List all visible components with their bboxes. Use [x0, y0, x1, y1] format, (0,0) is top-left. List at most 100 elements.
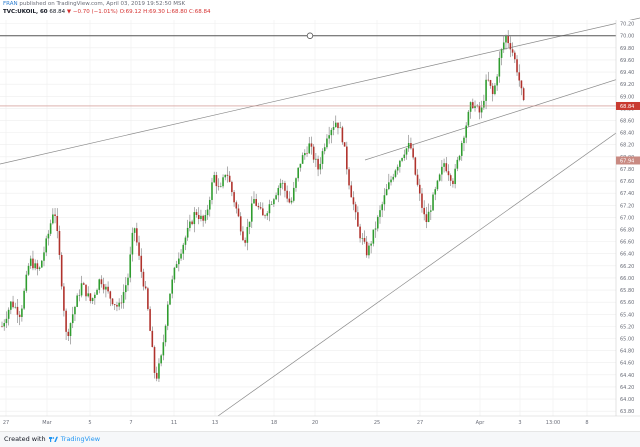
candle-body	[246, 226, 249, 243]
candle-body	[423, 207, 425, 215]
candle-body	[463, 137, 465, 144]
price-tick-label: 65.00	[620, 336, 634, 342]
price-tick-label: 69.40	[620, 70, 634, 76]
candle-body	[200, 215, 202, 219]
price-tick-label: 64.00	[620, 397, 634, 403]
candle-body	[284, 182, 286, 191]
price-tick-label: 68.40	[620, 131, 634, 137]
candle-body	[425, 214, 428, 223]
candle-body	[491, 85, 494, 95]
candle-body	[268, 204, 271, 214]
candle-body	[372, 229, 375, 244]
candle-body	[69, 323, 72, 337]
candle-body	[414, 157, 417, 175]
candle-body	[105, 286, 107, 290]
price-tick-label: 67.60	[620, 179, 634, 185]
candle-body	[29, 258, 32, 266]
candle-body	[332, 127, 335, 130]
candle-body	[82, 283, 85, 285]
candle-body	[166, 304, 169, 326]
tradingview-brand-link[interactable]: TradingView	[60, 435, 101, 443]
candle-body	[224, 174, 227, 178]
candle-body	[142, 271, 145, 287]
candle-body	[220, 186, 222, 187]
candle-body	[25, 274, 28, 291]
candle-body	[496, 76, 498, 86]
price-tick-label: 69.60	[620, 58, 634, 64]
time-tick-label: Apr	[476, 420, 486, 426]
candle-body	[458, 155, 461, 160]
candle-body	[122, 292, 125, 304]
time-tick-label: 8	[585, 420, 588, 426]
footer: Created with TradingView	[0, 431, 640, 447]
candle-body	[357, 212, 359, 227]
candle-body	[54, 214, 56, 216]
price-tick-label: 63.80	[620, 409, 634, 415]
candle-body	[195, 212, 198, 215]
price-tick-label: 64.20	[620, 385, 634, 391]
candle-body	[301, 155, 304, 164]
last-price-label-bg	[616, 101, 640, 110]
candle-body	[202, 215, 204, 221]
candle-body	[138, 242, 140, 256]
candle-body	[460, 143, 463, 156]
price-tick-label: 64.40	[620, 373, 634, 379]
candle-body	[248, 221, 251, 227]
time-axis-background	[0, 416, 640, 431]
candle-body	[180, 253, 182, 259]
candle-body	[328, 135, 330, 139]
candle-body	[365, 241, 368, 256]
candle-body	[144, 286, 147, 289]
candle-body	[171, 279, 174, 294]
candle-body	[213, 175, 215, 183]
symbol-label: TVC:UKOIL, 60	[3, 9, 48, 15]
price-tick-label: 69.80	[620, 46, 634, 52]
candle-body	[47, 233, 50, 239]
tradingview-logo-icon	[48, 436, 58, 442]
candle-body	[40, 260, 43, 268]
candle-body	[465, 125, 467, 138]
author-name[interactable]: FRAN	[3, 1, 18, 7]
candle-body	[102, 284, 105, 290]
candle-body	[498, 57, 501, 77]
candle-body	[290, 200, 293, 203]
candle-body	[173, 267, 176, 280]
candle-body	[182, 244, 185, 254]
candle-body	[334, 122, 337, 128]
candle-body	[346, 146, 348, 170]
change-value: ▼ −0.70 (−1.01%)	[66, 9, 118, 15]
candle-body	[87, 293, 90, 297]
price-tick-label: 66.60	[620, 240, 634, 246]
candle-body	[396, 166, 399, 171]
candle-body	[189, 221, 191, 228]
price-tick-label: 67.40	[620, 191, 634, 197]
candle-body	[445, 163, 448, 172]
price-tick-label: 65.80	[620, 288, 634, 294]
candle-body	[469, 102, 472, 112]
publication-text: published on TradingView.com, April 03, …	[19, 1, 186, 7]
candle-body	[175, 264, 178, 268]
candle-body	[449, 175, 452, 181]
candle-body	[237, 208, 240, 217]
candle-body	[500, 49, 503, 58]
candle-body	[153, 347, 156, 373]
candle-body	[27, 265, 30, 275]
candle-body	[273, 199, 275, 205]
candle-body	[49, 223, 52, 234]
candle-body	[113, 304, 116, 305]
last-price-label: 68.84	[620, 104, 634, 110]
candle-body	[264, 215, 266, 216]
footer-text: Created with TradingView	[4, 435, 100, 443]
price-axis-background	[616, 20, 640, 416]
candle-body	[211, 182, 213, 200]
candle-body	[511, 49, 514, 53]
candle-body	[116, 304, 118, 307]
time-tick-label: 18	[271, 420, 277, 426]
candle-body	[197, 214, 200, 219]
price-tick-label: 65.60	[620, 300, 634, 306]
candle-body	[76, 295, 78, 307]
candle-body	[416, 174, 419, 185]
candle-body	[354, 204, 357, 213]
candle-body	[441, 166, 443, 175]
